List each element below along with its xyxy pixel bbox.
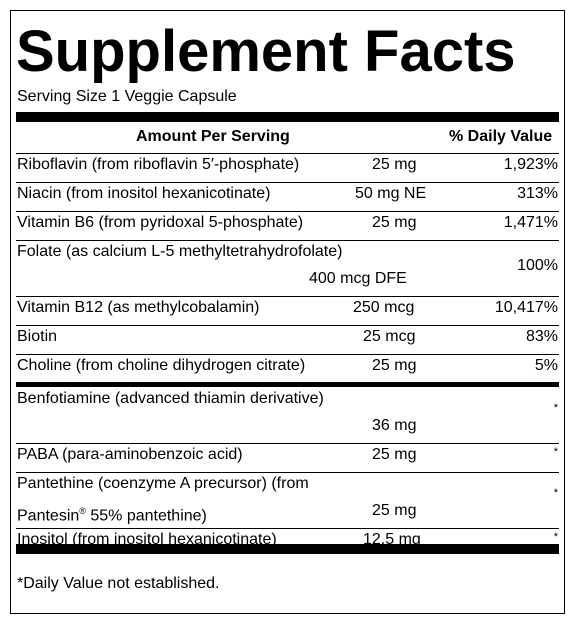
row-divider xyxy=(16,472,559,473)
ingredient-daily-value: * xyxy=(553,487,558,499)
nutrient-daily-value: 313% xyxy=(517,185,558,202)
amount-per-serving-header: Amount Per Serving xyxy=(136,128,290,145)
nutrient-daily-value: 83% xyxy=(525,328,558,345)
ingredient-daily-value: * xyxy=(553,446,558,458)
nutrient-daily-value: 100% xyxy=(517,257,558,274)
ingredient-brand: Pantesin xyxy=(17,507,80,525)
nutrient-name: Vitamin B12 (as methylcobalamin) xyxy=(17,299,260,316)
ingredient-amount: 36 mg xyxy=(372,417,417,434)
nutrient-name: Folate (as calcium L-5 methyltetrahydrof… xyxy=(17,243,343,260)
row-divider xyxy=(16,443,559,444)
nutrient-amount: 25 mg xyxy=(372,214,417,231)
daily-value-header: % Daily Value xyxy=(449,128,553,145)
row-divider xyxy=(16,211,559,212)
ingredient-name: Benfotiamine (advanced thiamin derivativ… xyxy=(17,390,324,407)
nutrient-name: Riboflavin (from riboflavin 5′-phosphate… xyxy=(17,156,300,173)
ingredient-brand-detail: 55% pantethine) xyxy=(85,507,207,525)
nutrient-amount: 250 mcg xyxy=(353,299,415,316)
nutrient-name: Biotin xyxy=(17,328,58,345)
registered-mark: ® xyxy=(79,506,86,516)
ingredient-amount: 12.5 mg xyxy=(363,531,421,548)
ingredient-name: Inositol (from inositol hexanicotinate) xyxy=(17,531,277,548)
nutrient-name: Niacin (from inositol hexanicotinate) xyxy=(17,185,271,202)
nutrient-amount: 25 mg xyxy=(372,156,417,173)
row-divider xyxy=(16,182,559,183)
panel-inner: Supplement Facts Serving Size 1 Veggie C… xyxy=(16,11,559,613)
ingredient-amount: 25 mg xyxy=(372,502,417,519)
nutrient-amount: 25 mg xyxy=(372,357,417,374)
nutrient-name: Vitamin B6 (from pyridoxal 5-phosphate) xyxy=(17,214,304,231)
nutrient-amount: 400 mcg DFE xyxy=(309,270,407,287)
ingredient-name-line2: Pantesin® 55% pantethine) xyxy=(17,501,207,526)
row-divider xyxy=(16,240,559,241)
serving-size: Serving Size 1 Veggie Capsule xyxy=(17,88,237,105)
ingredient-amount: 25 mg xyxy=(372,446,417,463)
ingredient-daily-value: * xyxy=(553,402,558,414)
nutrient-name: Choline (from choline dihydrogen citrate… xyxy=(17,357,306,374)
row-divider xyxy=(16,296,559,297)
nutrient-daily-value: 10,417% xyxy=(494,299,558,316)
row-divider xyxy=(16,354,559,355)
nutrient-amount: 50 mg NE xyxy=(355,185,427,202)
top-thick-divider xyxy=(16,112,559,122)
nutrient-amount: 25 mcg xyxy=(363,328,416,345)
ingredient-name-line1: Pantethine (coenzyme A precursor) (from xyxy=(17,475,309,492)
row-divider xyxy=(16,325,559,326)
footnote: *Daily Value not established. xyxy=(17,575,220,592)
row-divider xyxy=(16,528,559,529)
row-divider xyxy=(16,153,559,154)
nutrient-daily-value: 1,923% xyxy=(503,156,558,173)
supplement-facts-panel: Supplement Facts Serving Size 1 Veggie C… xyxy=(10,10,565,614)
ingredient-daily-value: * xyxy=(553,531,558,543)
nutrient-daily-value: 5% xyxy=(534,357,558,374)
bottom-thick-divider xyxy=(16,544,559,554)
section-divider xyxy=(16,382,559,387)
nutrient-daily-value: 1,471% xyxy=(503,214,558,231)
ingredient-name: PABA (para-aminobenzoic acid) xyxy=(17,446,243,463)
panel-title: Supplement Facts xyxy=(16,19,516,84)
